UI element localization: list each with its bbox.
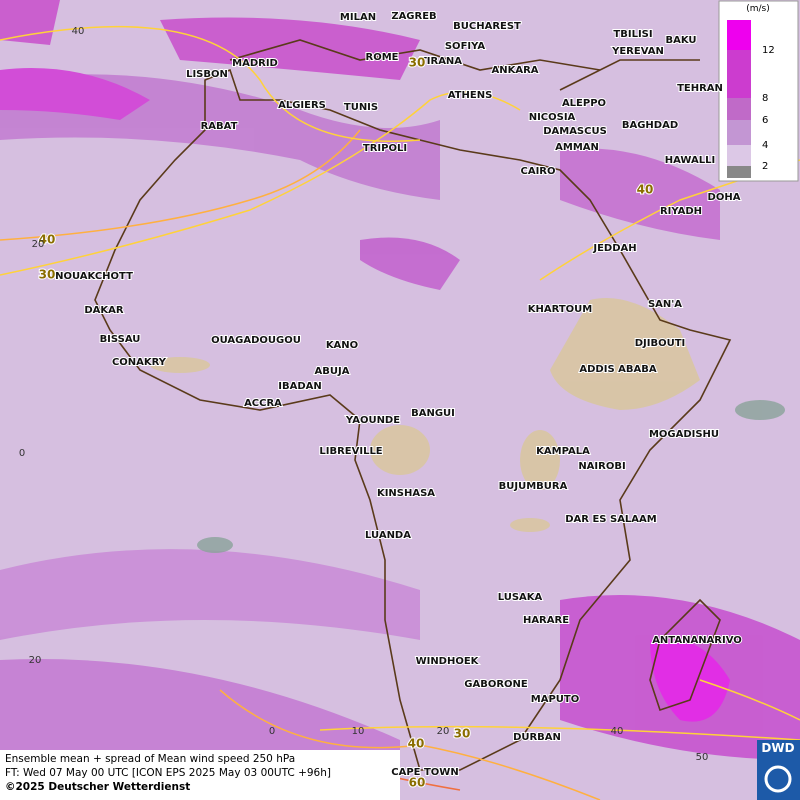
logo-text: DWD bbox=[761, 741, 794, 755]
city-label: SAN'A bbox=[648, 299, 682, 310]
city-label: DAMASCUS bbox=[543, 126, 607, 137]
longitude-label: 20 bbox=[437, 726, 450, 737]
city-label: RIYADH bbox=[660, 206, 702, 217]
city-label: BUJUMBURA bbox=[499, 481, 568, 492]
footer-line: Ensemble mean + spread of Mean wind spee… bbox=[5, 753, 295, 765]
city-label: DURBAN bbox=[513, 732, 561, 743]
city-label: KINSHASA bbox=[377, 488, 435, 499]
city-label: TEHRAN bbox=[677, 83, 723, 94]
city-label: ZAGREB bbox=[391, 11, 436, 22]
city-label: DAR ES SALAAM bbox=[565, 514, 657, 525]
city-label: OUAGADOUGOU bbox=[211, 335, 301, 346]
city-label: KANO bbox=[326, 340, 358, 351]
city-label: ROME bbox=[366, 52, 399, 63]
city-label: MAPUTO bbox=[531, 694, 579, 705]
city-label: SOFIYA bbox=[445, 41, 486, 52]
city-label: ABUJA bbox=[315, 366, 350, 377]
footer bbox=[0, 750, 400, 800]
city-label: NOUAKCHOTT bbox=[55, 271, 133, 282]
city-label: ANTANANARIVO bbox=[652, 635, 742, 646]
wind-fields bbox=[0, 0, 800, 760]
city-label: MILAN bbox=[340, 12, 376, 23]
city-label: ALGIERS bbox=[278, 100, 326, 111]
city-label: ALEPPO bbox=[562, 98, 606, 109]
city-label: WINDHOEK bbox=[416, 656, 480, 667]
city-label: RABAT bbox=[201, 121, 238, 132]
city-label: LUANDA bbox=[365, 530, 411, 541]
city-label: YAOUNDE bbox=[345, 415, 400, 426]
legend-label: 2 bbox=[762, 161, 768, 172]
legend-label: 6 bbox=[762, 115, 768, 126]
contour-label: 40 bbox=[408, 737, 425, 751]
longitude-label: 50 bbox=[696, 752, 709, 763]
city-label: BUCHAREST bbox=[453, 21, 521, 32]
contour-label: 60 bbox=[409, 776, 426, 790]
city-label: ANKARA bbox=[491, 65, 538, 76]
city-label: HAWALLI bbox=[665, 155, 715, 166]
terrain bbox=[150, 298, 785, 553]
city-label: GABORONE bbox=[464, 679, 528, 690]
city-label: BANGUI bbox=[411, 408, 455, 419]
city-label: JEDDAH bbox=[592, 243, 636, 254]
city-label: KAMPALA bbox=[536, 446, 590, 457]
city-label: CAPE TOWN bbox=[391, 767, 458, 778]
city-label: DAKAR bbox=[84, 305, 124, 316]
city-label: NICOSIA bbox=[529, 112, 576, 123]
footer-line: ©2025 Deutscher Wetterdienst bbox=[5, 781, 190, 793]
city-label: AMMAN bbox=[555, 142, 599, 153]
city-label: ADDIS ABABA bbox=[579, 364, 656, 375]
city-label: ACCRA bbox=[244, 398, 282, 409]
longitude-label: 40 bbox=[611, 726, 624, 737]
coastlines bbox=[94, 39, 732, 771]
city-label: HARARE bbox=[523, 615, 569, 626]
city-label: MADRID bbox=[232, 58, 278, 69]
city-label: LUSAKA bbox=[498, 592, 543, 603]
city-label: BAGHDAD bbox=[622, 120, 678, 131]
city-label: MOGADISHU bbox=[649, 429, 719, 440]
city-label: ATHENS bbox=[448, 90, 493, 101]
city-label: TUNIS bbox=[344, 102, 378, 113]
logo bbox=[757, 740, 800, 800]
city-label: LISBON bbox=[186, 69, 228, 80]
city-label: BISSAU bbox=[100, 334, 141, 345]
city-label: YEREVAN bbox=[611, 46, 664, 57]
contour-label: 40 bbox=[39, 233, 56, 247]
city-label: TBILISI bbox=[613, 29, 652, 40]
city-label: DOHA bbox=[708, 192, 741, 203]
longitude-label: 10 bbox=[352, 726, 365, 737]
legend-label: 4 bbox=[762, 140, 768, 151]
footer-line: FT: Wed 07 May 00 UTC [ICON EPS 2025 May… bbox=[5, 767, 331, 779]
city-label: KHARTOUM bbox=[528, 304, 593, 315]
legend-label: 8 bbox=[762, 93, 768, 104]
legend-label: 12 bbox=[762, 45, 775, 56]
city-label: BAKU bbox=[665, 35, 696, 46]
contour-label: 30 bbox=[454, 727, 471, 741]
legend-unit: (m/s) bbox=[746, 4, 770, 14]
city-label: DJIBOUTI bbox=[635, 338, 686, 349]
city-label: CAIRO bbox=[521, 166, 556, 177]
latitude-label: 20 bbox=[32, 239, 45, 250]
city-label: TRIPOLI bbox=[363, 143, 407, 154]
contour-label: 30 bbox=[39, 268, 56, 282]
contour-label: 30 bbox=[409, 56, 426, 70]
city-label: IBADAN bbox=[278, 381, 322, 392]
contours bbox=[0, 25, 800, 800]
contour-label: 40 bbox=[637, 183, 654, 197]
legend bbox=[718, 0, 799, 182]
longitude-label: 0 bbox=[269, 726, 275, 737]
city-label: NAIROBI bbox=[578, 461, 625, 472]
city-label: TIRANA bbox=[420, 56, 462, 67]
latitude-label: 20 bbox=[29, 655, 42, 666]
latitude-label: 40 bbox=[72, 26, 85, 37]
city-label: LIBREVILLE bbox=[319, 446, 382, 457]
city-label: CONAKRY bbox=[112, 357, 167, 368]
latitude-label: 0 bbox=[19, 448, 25, 459]
